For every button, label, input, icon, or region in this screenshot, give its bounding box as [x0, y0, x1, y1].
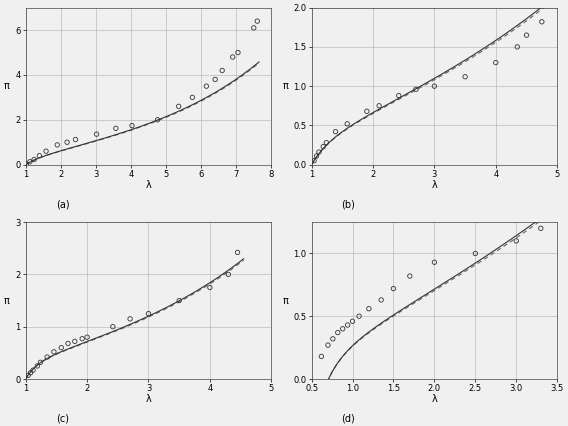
Point: [144, 310, 153, 317]
Point: [364, 305, 373, 312]
Point: [211, 76, 220, 83]
Point: [319, 143, 328, 150]
Point: [323, 342, 332, 348]
Point: [512, 237, 521, 244]
Point: [108, 323, 118, 330]
Point: [430, 259, 439, 266]
Point: [338, 325, 347, 332]
Point: [491, 59, 500, 66]
Point: [537, 18, 546, 25]
Point: [411, 86, 420, 93]
Point: [33, 363, 42, 369]
Point: [224, 271, 233, 278]
Point: [253, 18, 262, 25]
Point: [41, 148, 51, 155]
Point: [202, 83, 211, 89]
Point: [328, 335, 337, 342]
Point: [71, 136, 80, 143]
Point: [249, 24, 258, 31]
Point: [312, 153, 321, 159]
Point: [22, 161, 31, 167]
Point: [374, 102, 383, 109]
Point: [57, 344, 66, 351]
Point: [317, 353, 326, 360]
Text: (a): (a): [56, 199, 69, 209]
Point: [348, 318, 357, 325]
Point: [389, 285, 398, 292]
X-axis label: λ: λ: [145, 394, 151, 404]
Point: [28, 367, 37, 374]
Y-axis label: π: π: [282, 296, 288, 305]
Point: [430, 83, 439, 89]
Point: [35, 152, 44, 159]
Point: [362, 108, 371, 115]
X-axis label: λ: λ: [432, 180, 437, 190]
Text: (b): (b): [341, 199, 356, 209]
Point: [331, 128, 340, 135]
Point: [354, 313, 364, 320]
X-axis label: λ: λ: [432, 394, 437, 404]
Point: [471, 250, 480, 257]
Point: [233, 49, 243, 56]
Point: [188, 94, 197, 101]
Point: [30, 156, 39, 163]
Point: [522, 32, 531, 38]
Point: [70, 338, 80, 345]
Point: [174, 103, 183, 110]
Text: (c): (c): [56, 414, 69, 423]
Point: [377, 296, 386, 303]
Point: [111, 125, 120, 132]
Text: (d): (d): [341, 414, 356, 423]
Y-axis label: π: π: [4, 81, 10, 91]
Point: [343, 121, 352, 127]
Point: [78, 335, 87, 342]
Point: [26, 369, 35, 376]
Point: [333, 329, 343, 336]
Point: [62, 139, 72, 146]
Point: [153, 116, 162, 123]
Point: [92, 131, 101, 138]
Point: [82, 334, 91, 340]
Point: [127, 122, 136, 129]
Y-axis label: π: π: [282, 81, 288, 91]
Point: [310, 157, 319, 164]
Point: [536, 225, 545, 232]
Point: [53, 141, 62, 148]
Point: [406, 273, 415, 279]
Point: [24, 372, 33, 379]
Point: [228, 54, 237, 60]
Point: [126, 315, 135, 322]
Point: [218, 67, 227, 74]
Point: [49, 348, 59, 355]
X-axis label: λ: λ: [145, 180, 151, 190]
Point: [174, 297, 183, 304]
Point: [64, 340, 73, 347]
Point: [322, 139, 331, 146]
Point: [206, 284, 215, 291]
Point: [315, 149, 324, 155]
Point: [36, 359, 45, 366]
Point: [233, 249, 242, 256]
Point: [43, 354, 52, 360]
Y-axis label: π: π: [4, 296, 10, 305]
Point: [343, 322, 352, 328]
Point: [26, 158, 35, 165]
Point: [513, 43, 522, 50]
Point: [461, 73, 470, 80]
Point: [394, 92, 403, 99]
